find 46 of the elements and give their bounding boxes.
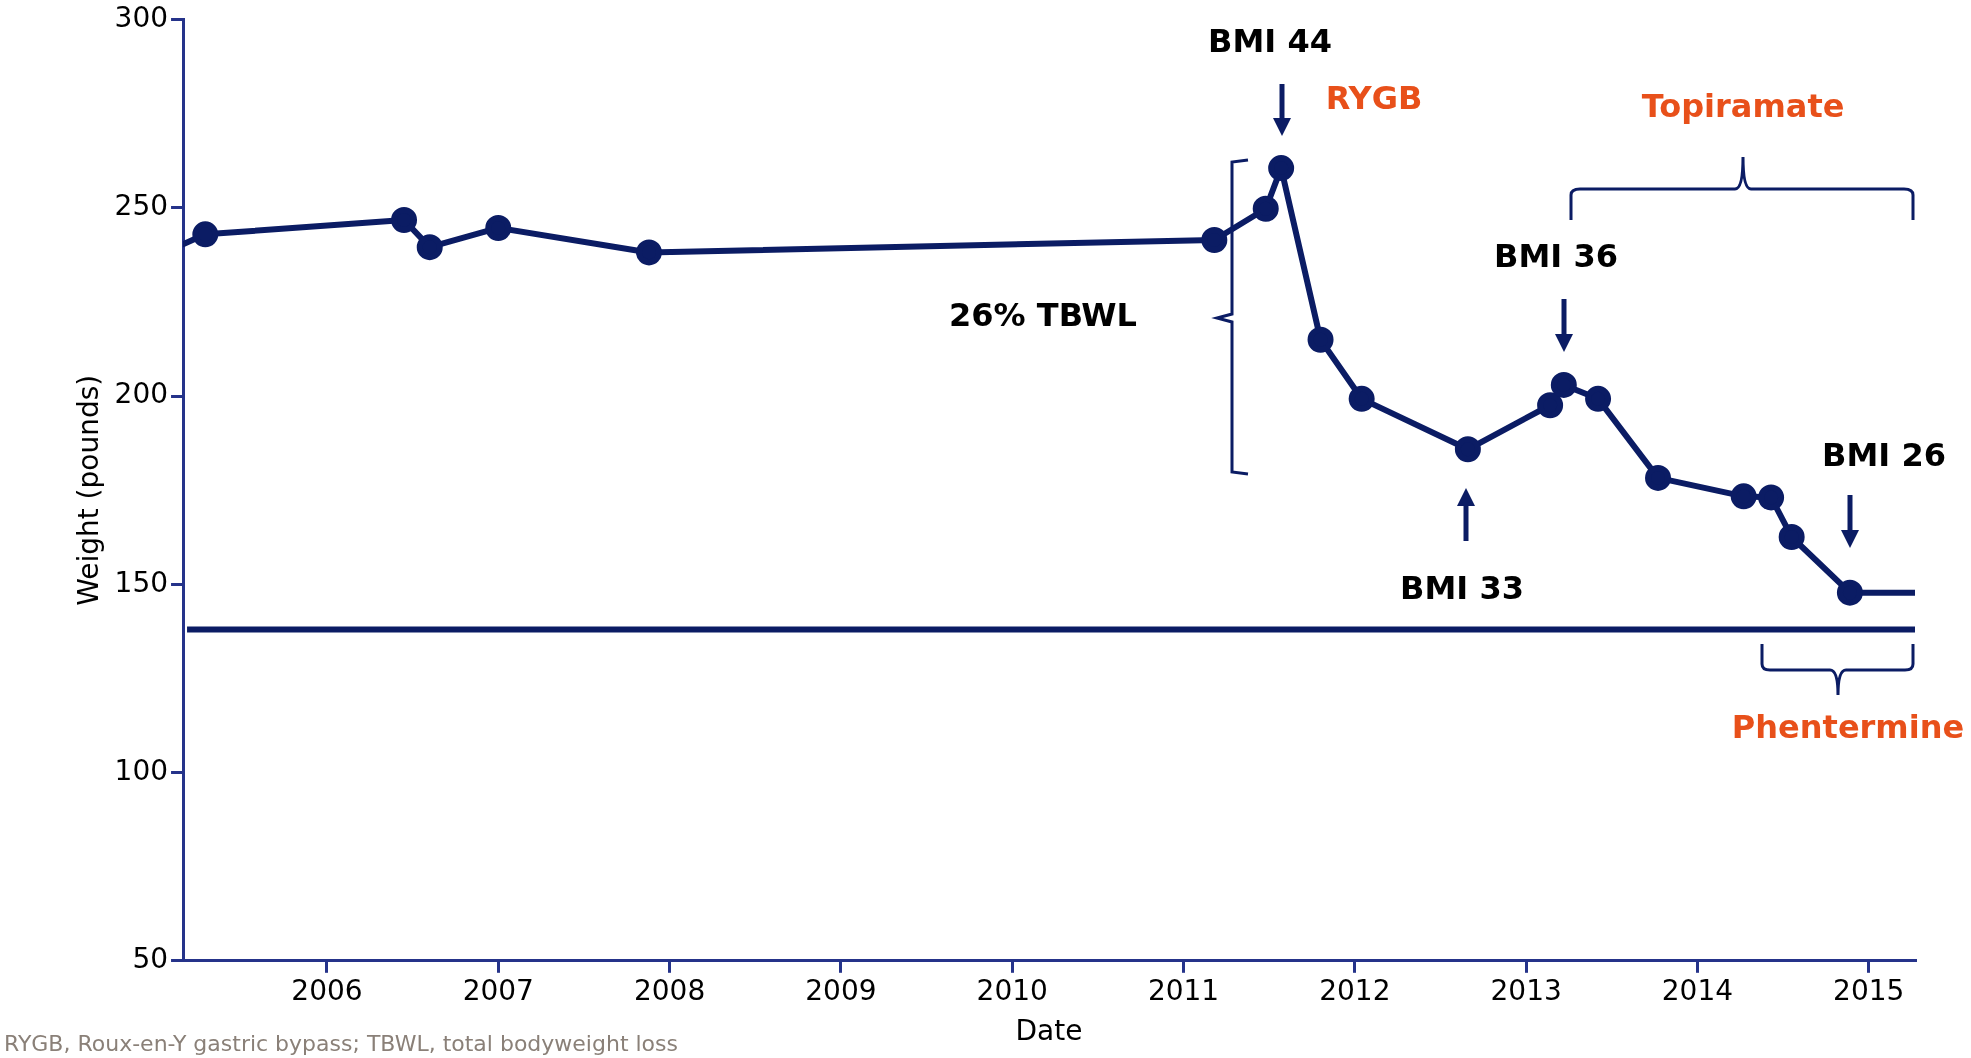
point [1758, 484, 1785, 511]
point [1730, 483, 1757, 510]
point [1645, 464, 1672, 491]
annotation: 26% TBWL [949, 296, 1137, 335]
annotation: BMI 36 [1494, 237, 1618, 276]
x-tick-label: 2013 [1490, 973, 1562, 1007]
point [1836, 579, 1863, 606]
annotation: BMI 33 [1400, 569, 1524, 608]
point [192, 221, 219, 248]
point [1454, 436, 1481, 463]
x-tick-label: 2015 [1833, 973, 1905, 1007]
point [391, 207, 418, 234]
annotation: BMI 26 [1822, 436, 1946, 475]
text: RYGB, Roux-en-Y gastric bypass; TBWL, total bodyweight loss [4, 1030, 678, 1056]
y-tick-label: 250 [114, 189, 169, 223]
x-tick-label: 2008 [633, 973, 706, 1007]
x-tick-label: 2012 [1319, 973, 1391, 1007]
point [1307, 326, 1334, 353]
x-tick-label: 2014 [1661, 973, 1734, 1007]
point [1778, 523, 1805, 550]
y-tick-label: 150 [114, 565, 169, 599]
point [1585, 385, 1612, 412]
x-tick-label: 2009 [805, 973, 877, 1007]
point [1550, 371, 1577, 398]
y-tick-label: 300 [114, 1, 169, 35]
point [636, 239, 663, 266]
annotation: Topiramate [1641, 87, 1845, 126]
point [1252, 195, 1279, 222]
y-tick-label: 100 [114, 753, 169, 787]
x-tick-label: 2010 [976, 973, 1048, 1007]
y-tick-label: 200 [114, 377, 169, 411]
point [1268, 155, 1295, 182]
annotation: BMI 44 [1208, 22, 1332, 61]
point [485, 214, 512, 241]
point [1537, 392, 1564, 419]
y-axis-title: Weight (pounds) [72, 374, 106, 606]
annotation: RYGB [1325, 79, 1423, 118]
x-tick-label: 2006 [291, 973, 363, 1007]
x-tick-label: 2007 [462, 973, 534, 1007]
x-tick-label: 2011 [1147, 973, 1220, 1007]
y-tick-label: 50 [132, 942, 169, 976]
point [416, 234, 443, 261]
point [1348, 385, 1375, 412]
annotation: Phentermine [1731, 708, 1965, 747]
point [1201, 226, 1228, 253]
x-axis-title: Date [1015, 1014, 1083, 1048]
